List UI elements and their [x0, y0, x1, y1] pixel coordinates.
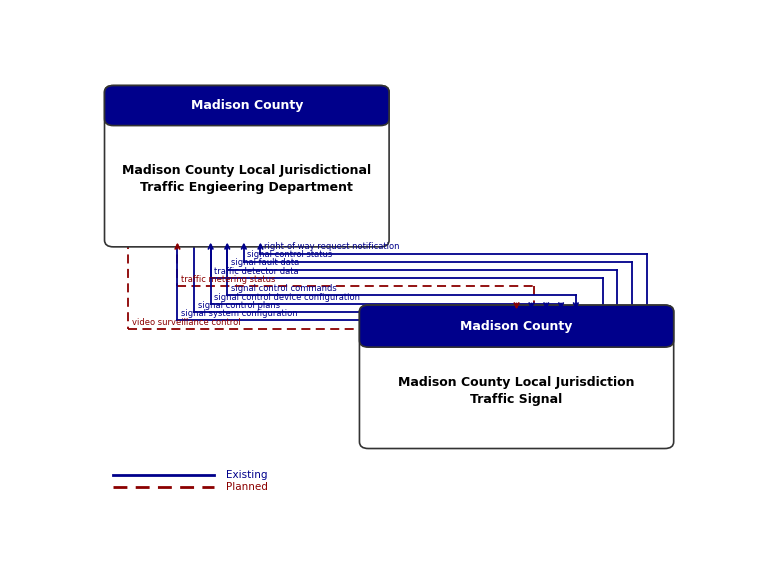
Text: right-of-way request notification: right-of-way request notification: [264, 242, 399, 251]
FancyBboxPatch shape: [360, 305, 674, 347]
Text: Existing: Existing: [226, 470, 268, 480]
Text: traffic metering status: traffic metering status: [181, 275, 275, 283]
Text: signal system configuration: signal system configuration: [181, 309, 298, 318]
Text: traffic detector data: traffic detector data: [214, 267, 299, 275]
Text: Madison County: Madison County: [190, 99, 303, 112]
FancyBboxPatch shape: [360, 305, 674, 449]
FancyBboxPatch shape: [105, 86, 389, 126]
Text: Madison County: Madison County: [461, 320, 573, 333]
Text: signal control plans: signal control plans: [197, 300, 280, 310]
Text: Planned: Planned: [226, 482, 268, 492]
Text: signal control commands: signal control commands: [231, 284, 337, 293]
Text: Madison County Local Jurisdiction
Traffic Signal: Madison County Local Jurisdiction Traffi…: [399, 376, 635, 406]
Text: Madison County Local Jurisdictional
Traffic Engieering Department: Madison County Local Jurisdictional Traf…: [122, 165, 371, 194]
Text: signal fault data: signal fault data: [231, 258, 299, 268]
Text: video surveillance control: video surveillance control: [132, 318, 240, 327]
Text: signal control status: signal control status: [247, 250, 333, 260]
FancyBboxPatch shape: [105, 86, 389, 247]
Text: signal control device configuration: signal control device configuration: [214, 293, 360, 301]
